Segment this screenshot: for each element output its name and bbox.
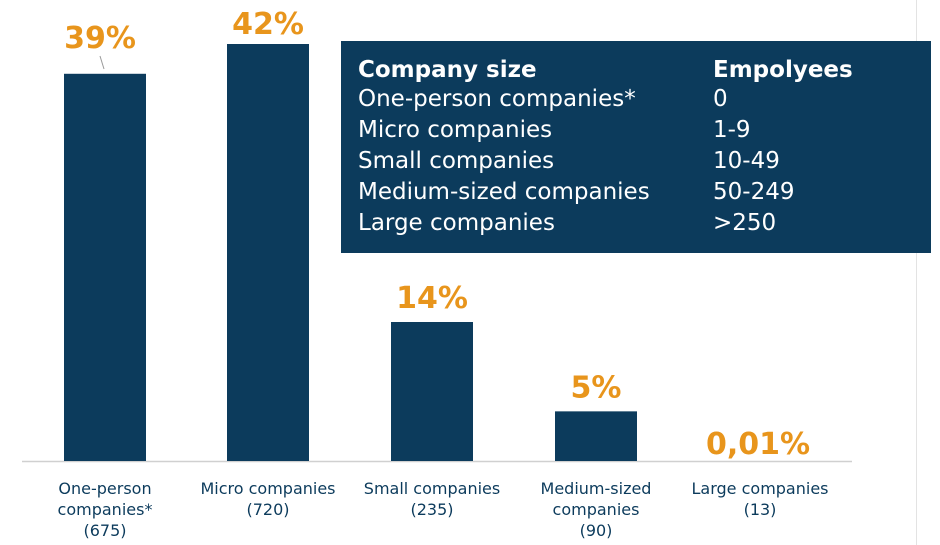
table-header-company-size: Company size — [358, 57, 537, 83]
bar — [391, 322, 473, 461]
table-header-employees: Empolyees — [713, 57, 853, 83]
x-tick-label: (720) — [246, 500, 289, 519]
table-row-size-label: Large companies — [358, 210, 555, 236]
table-row-size-label: Micro companies — [358, 117, 553, 143]
x-tick-label: Medium-sized — [541, 479, 652, 498]
table-row-employee-range: 10-49 — [713, 148, 780, 174]
table-row-size-label: Medium-sized companies — [358, 179, 650, 205]
table-row-employee-range: 50-249 — [713, 179, 795, 205]
data-label: 0,01% — [706, 427, 810, 462]
bar — [64, 73, 146, 462]
table-row-employee-range: >250 — [713, 210, 777, 236]
x-tick-label: (675) — [83, 521, 126, 540]
table-row-size-label: Small companies — [358, 148, 555, 174]
slide-edge-divider — [916, 0, 917, 545]
x-tick-label: (13) — [744, 500, 777, 519]
data-label: 42% — [232, 7, 304, 42]
bar — [227, 44, 309, 461]
table-row-employee-range: 0 — [713, 86, 728, 112]
data-label: 5% — [571, 370, 622, 405]
company-size-table: Company size Empolyees One-person compan… — [341, 41, 931, 253]
x-tick-label: Small companies — [364, 479, 500, 498]
table-row-employee-range: 1-9 — [713, 117, 751, 143]
data-label: 39% — [64, 21, 136, 56]
x-tick-label: (90) — [580, 521, 613, 540]
table-row-size-label: One-person companies* — [358, 86, 636, 112]
bar — [555, 411, 637, 461]
x-tick-label: (235) — [410, 500, 453, 519]
x-tick-label: companies* — [58, 500, 153, 519]
x-tick-label: Micro companies — [200, 479, 335, 498]
x-tick-label: One-person — [58, 479, 151, 498]
x-tick-label: Large companies — [692, 479, 829, 498]
data-label-leader-line — [99, 55, 105, 70]
x-tick-label: companies — [553, 500, 640, 519]
data-label: 14% — [396, 281, 468, 316]
